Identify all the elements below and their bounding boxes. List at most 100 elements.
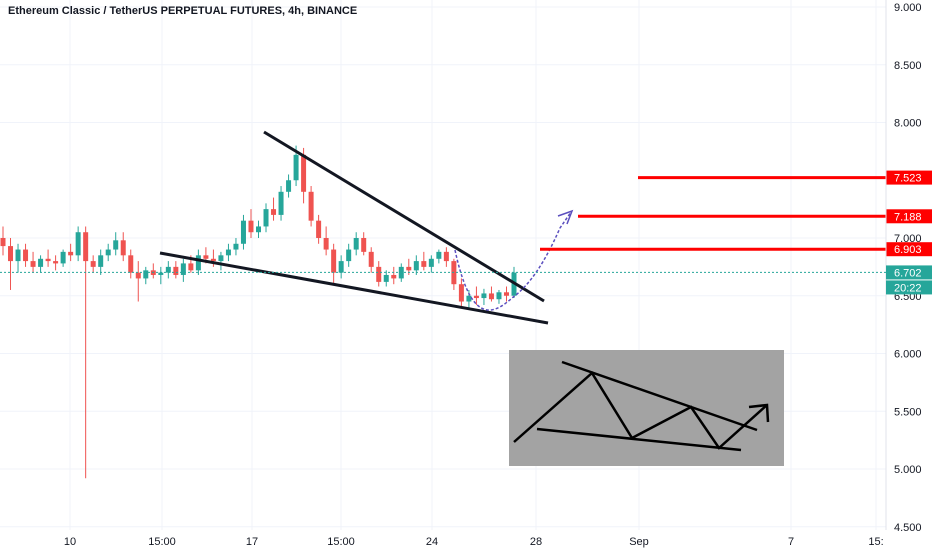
- current-price-bg: [886, 265, 932, 280]
- candle-body: [53, 261, 59, 264]
- candle-body: [188, 263, 194, 271]
- candle-body: [413, 261, 419, 271]
- candle-body: [165, 266, 171, 273]
- candle-body: [316, 220, 322, 238]
- candle-body: [210, 258, 216, 262]
- candle-body: [278, 191, 284, 215]
- candle-body: [368, 251, 374, 267]
- candle-body: [428, 258, 434, 267]
- x-tick-label: 24: [426, 536, 438, 548]
- y-tick-label: 9.000: [894, 2, 922, 14]
- y-tick-label: 8.000: [894, 118, 922, 130]
- candle-body: [38, 258, 44, 267]
- candle-body: [421, 261, 427, 267]
- y-tick-label: 6.000: [894, 349, 922, 361]
- candle-body: [158, 272, 164, 275]
- candle-body: [496, 292, 502, 300]
- candle-body: [263, 209, 269, 227]
- candle-body: [0, 238, 6, 247]
- candle-body: [481, 293, 487, 299]
- candle-body: [308, 191, 314, 221]
- y-tick-label: 4.500: [894, 522, 922, 534]
- wedge-upper-trendline[interactable]: [263, 130, 545, 303]
- candle-body: [90, 261, 96, 267]
- candle-body: [338, 261, 344, 273]
- candle-body: [488, 293, 494, 300]
- time-axis[interactable]: 10 15:00 17 15:00 24 28 Sep 7 15:: [64, 536, 884, 548]
- schematic-zigzag: [513, 371, 768, 450]
- candle-body: [406, 266, 412, 271]
- wedge-lower-trendline[interactable]: [159, 251, 549, 325]
- candle-body: [436, 251, 442, 259]
- candlestick-series: [0, 145, 517, 479]
- resistance-levels: 7.523 7.188 6.903: [540, 170, 932, 257]
- candle-body: [240, 220, 246, 244]
- candle-body: [391, 274, 397, 279]
- candle-body: [271, 209, 277, 215]
- resistance-label-bg: [886, 209, 932, 224]
- candle-body: [331, 249, 337, 273]
- candle-body: [503, 292, 509, 296]
- x-tick-label: 10: [64, 536, 76, 548]
- y-tick-label: 5.000: [894, 464, 922, 476]
- candle-body: [286, 180, 292, 192]
- candle-body: [105, 249, 111, 256]
- candle-body: [173, 266, 179, 275]
- wedge-schematic: [509, 350, 784, 466]
- x-tick-label: 7: [788, 536, 794, 548]
- x-tick-label: Sep: [629, 536, 649, 548]
- x-tick-label: 15:: [868, 536, 883, 548]
- candle-body: [143, 270, 149, 279]
- candle-body: [60, 251, 66, 264]
- candle-body: [293, 154, 299, 181]
- candle-body: [361, 238, 367, 252]
- candle-body: [75, 232, 81, 256]
- candle-body: [195, 255, 201, 271]
- projection-arrow-head: [557, 209, 574, 225]
- candle-body: [473, 295, 479, 299]
- candle-body: [248, 220, 254, 233]
- candle-body: [8, 246, 14, 262]
- schematic-upper-line: [561, 360, 758, 432]
- candle-body: [376, 266, 382, 282]
- candle-body: [98, 255, 104, 267]
- candle-body: [353, 238, 359, 250]
- candle-body: [30, 261, 36, 267]
- y-tick-label: 5.500: [894, 406, 922, 418]
- price-axis[interactable]: 9.0008.5008.0007.0006.5006.0005.5005.000…: [885, 0, 922, 534]
- candle-body: [383, 274, 389, 282]
- candle-body: [443, 251, 449, 262]
- candle-body: [225, 249, 231, 256]
- candle-body: [218, 255, 224, 262]
- x-tick-label: 17: [246, 536, 258, 548]
- x-tick-label: 28: [530, 536, 542, 548]
- current-price-marker: 6.702 20:22: [0, 265, 932, 295]
- candle-body: [15, 249, 21, 262]
- resistance-label-bg: [886, 242, 932, 257]
- resistance-label: 7.188: [894, 211, 922, 223]
- x-tick-label: 15:00: [327, 536, 355, 548]
- candle-body: [256, 226, 261, 233]
- candle-body: [128, 255, 134, 273]
- candle-body: [301, 154, 307, 192]
- schematic-arrow-head: [748, 403, 770, 423]
- x-tick-label: 15:00: [148, 536, 176, 548]
- candle-body: [233, 243, 239, 250]
- chart-drawings: [159, 130, 574, 325]
- y-tick-label: 8.500: [894, 60, 922, 72]
- candle-body: [466, 295, 472, 302]
- candle-body: [23, 249, 29, 262]
- candle-body: [113, 240, 119, 250]
- projection-curve: [454, 211, 572, 311]
- candle-body: [203, 255, 209, 259]
- candle-body: [323, 238, 329, 250]
- current-price-label: 6.702: [894, 267, 922, 279]
- countdown-bg: [886, 280, 932, 295]
- candle-body: [135, 272, 141, 279]
- candle-body: [45, 258, 51, 262]
- candle-body: [180, 263, 186, 275]
- y-tick-label: 7.000: [894, 233, 922, 245]
- chart-title: Ethereum Classic / TetherUS PERPETUAL FU…: [8, 5, 358, 17]
- candle-body: [68, 251, 74, 256]
